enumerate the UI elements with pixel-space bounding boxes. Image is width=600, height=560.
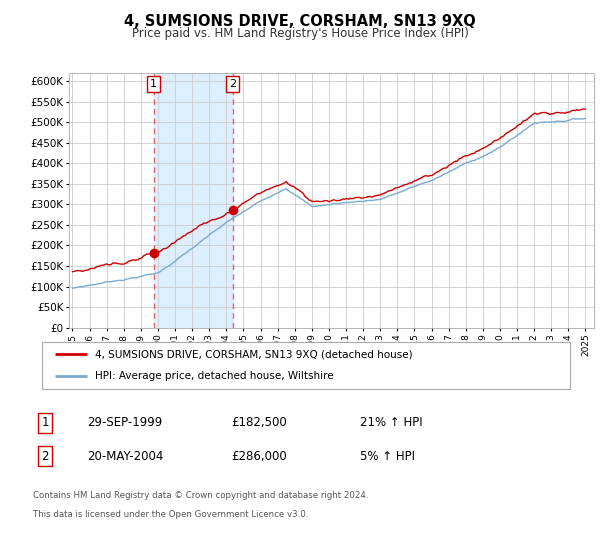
Text: 2: 2 — [41, 450, 49, 463]
Text: 4, SUMSIONS DRIVE, CORSHAM, SN13 9XQ: 4, SUMSIONS DRIVE, CORSHAM, SN13 9XQ — [124, 14, 476, 29]
Text: £286,000: £286,000 — [231, 450, 287, 463]
FancyBboxPatch shape — [42, 342, 570, 389]
Text: Contains HM Land Registry data © Crown copyright and database right 2024.: Contains HM Land Registry data © Crown c… — [33, 491, 368, 500]
Text: £182,500: £182,500 — [231, 416, 287, 430]
Text: Price paid vs. HM Land Registry's House Price Index (HPI): Price paid vs. HM Land Registry's House … — [131, 27, 469, 40]
Text: 1: 1 — [150, 80, 157, 89]
Text: 1: 1 — [41, 416, 49, 430]
Text: 4, SUMSIONS DRIVE, CORSHAM, SN13 9XQ (detached house): 4, SUMSIONS DRIVE, CORSHAM, SN13 9XQ (de… — [95, 349, 412, 360]
Text: 29-SEP-1999: 29-SEP-1999 — [87, 416, 162, 430]
Text: 2: 2 — [229, 80, 236, 89]
Text: HPI: Average price, detached house, Wiltshire: HPI: Average price, detached house, Wilt… — [95, 371, 334, 381]
Bar — [154, 73, 233, 328]
Text: This data is licensed under the Open Government Licence v3.0.: This data is licensed under the Open Gov… — [33, 510, 308, 519]
Text: 20-MAY-2004: 20-MAY-2004 — [87, 450, 163, 463]
Text: 5% ↑ HPI: 5% ↑ HPI — [360, 450, 415, 463]
Text: 21% ↑ HPI: 21% ↑ HPI — [360, 416, 422, 430]
